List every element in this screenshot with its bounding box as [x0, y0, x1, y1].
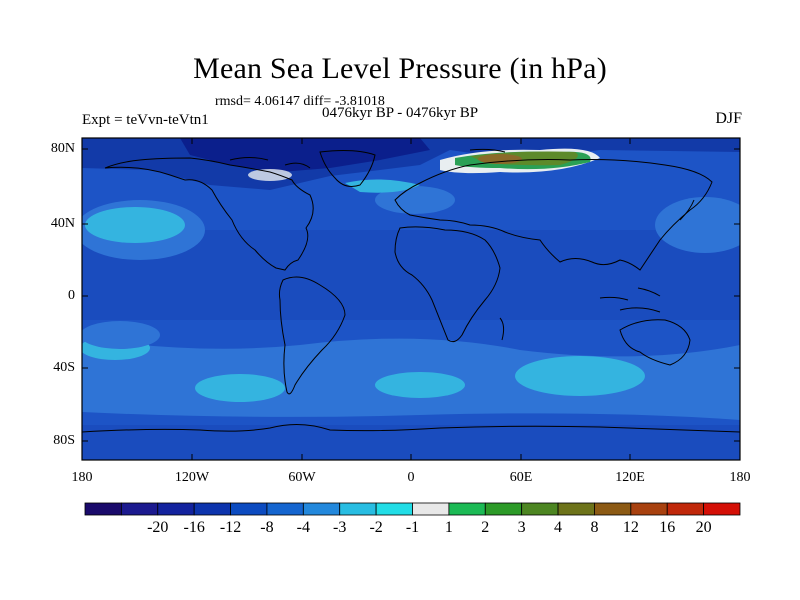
colorbar-swatch	[703, 502, 741, 516]
colorbar-label: 3	[517, 519, 526, 536]
colorbar-swatch	[557, 502, 595, 516]
field-siberia-brown	[478, 154, 522, 164]
field-spacific-light	[82, 321, 160, 349]
coast-north-america	[104, 157, 314, 271]
colorbar-label: -3	[333, 519, 347, 536]
field-npacific-cyan	[85, 207, 185, 243]
coast-australia	[619, 319, 691, 366]
colorbar-label: -16	[183, 519, 205, 536]
axis-ticks	[82, 138, 740, 460]
field-arctic-deepest	[180, 138, 430, 172]
colorbar-swatch	[375, 502, 413, 516]
colorbar-label: -20	[147, 519, 169, 536]
y-tick-label-80n: 80N	[50, 141, 75, 156]
x-tick-label-120e: 120E	[615, 470, 645, 485]
field-south-cyan-3	[515, 356, 645, 396]
field-south-cyan-1	[195, 374, 285, 402]
x-tick-label-120w: 120W	[174, 470, 210, 485]
field-npacific-east	[655, 197, 740, 253]
experiment-label: Expt = teVvn-teVtn1	[82, 112, 209, 128]
colorbar-swatch	[630, 502, 668, 516]
colorbar-label: 12	[622, 519, 639, 536]
x-tick-label-0: 0	[407, 470, 415, 485]
colorbar-swatch	[521, 502, 559, 516]
y-tick-label-80s: 80S	[53, 433, 75, 448]
colorbar-label: 8	[590, 519, 599, 536]
colorbar-label: 2	[481, 519, 490, 536]
colorbar	[84, 502, 741, 516]
coast-africa	[394, 226, 501, 343]
y-tick-label-40s: 40S	[53, 360, 75, 375]
period-label: 0476kyr BP - 0476kyr BP	[322, 105, 479, 121]
colorbar-label: 20	[695, 519, 712, 536]
colorbar-label: -1	[405, 519, 420, 536]
colorbar-swatch	[594, 502, 632, 516]
x-tick-label-180w: 180	[71, 470, 93, 485]
rmsd-diff-stats: rmsd= 4.06147 diff= -3.81018	[215, 94, 385, 109]
field-canada-neutral	[248, 169, 292, 181]
y-tick-label-40n: 40N	[50, 216, 75, 231]
colorbar-swatch	[339, 502, 377, 516]
coast-madagascar	[499, 317, 505, 341]
colorbar-label: -8	[260, 519, 274, 536]
colorbar-swatch	[302, 502, 341, 516]
coast-japan	[679, 199, 695, 221]
colorbar-label: -4	[296, 519, 310, 536]
colorbar-label: 4	[554, 519, 563, 536]
colorbar-swatch	[157, 502, 195, 516]
colorbar-swatch	[484, 502, 523, 516]
coast-arctic-islands	[229, 148, 506, 169]
x-tick-label-60w: 60W	[288, 470, 316, 485]
colorbar-swatch	[266, 502, 304, 516]
coast-antarctica	[82, 424, 740, 433]
x-tick-label-60e: 60E	[509, 470, 533, 485]
colorbar-swatch	[448, 502, 486, 516]
colorbar-swatch	[666, 502, 705, 516]
colorbar-swatch	[120, 502, 159, 516]
coast-greenland	[319, 150, 376, 187]
y-tick-label-0: 0	[68, 288, 75, 303]
colorbar-swatch	[412, 502, 450, 516]
field-natl-light	[375, 186, 455, 214]
chart-title: Mean Sea Level Pressure (in hPa)	[193, 52, 607, 85]
pressure-field	[82, 138, 740, 460]
coastlines	[82, 148, 740, 433]
colorbar-swatch	[193, 502, 231, 516]
colorbar-swatch	[84, 502, 122, 516]
coast-indonesia	[599, 287, 661, 313]
field-south-cyan-2	[375, 372, 465, 398]
colorbar-label: -12	[219, 519, 242, 536]
colorbar-label: -2	[369, 519, 383, 536]
season-label: DJF	[715, 110, 742, 127]
x-tick-label-180e: 180	[729, 470, 751, 485]
coast-eurasia	[394, 159, 713, 271]
coast-south-america	[278, 276, 346, 395]
colorbar-swatch	[230, 502, 268, 516]
colorbar-label: 1	[444, 519, 453, 536]
field-natl-cyan	[345, 179, 420, 193]
colorbar-label: 16	[659, 519, 676, 536]
